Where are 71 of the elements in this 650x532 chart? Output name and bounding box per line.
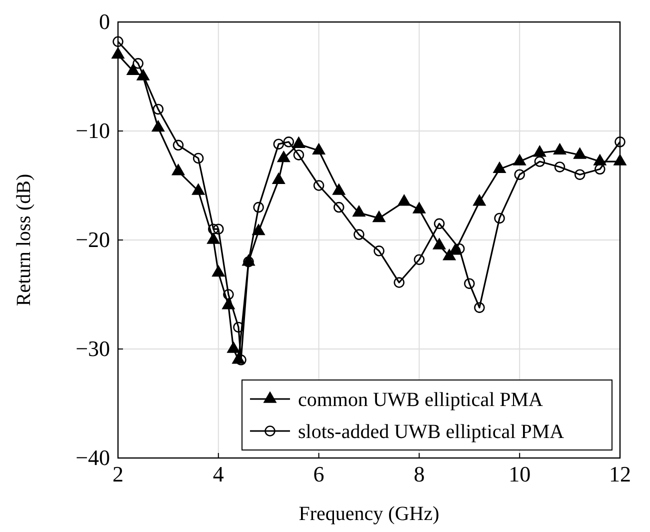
x-axis-title: Frequency (GHz) bbox=[298, 503, 440, 525]
point bbox=[192, 184, 205, 195]
point bbox=[223, 289, 234, 300]
point bbox=[277, 151, 290, 162]
point bbox=[313, 180, 324, 191]
point bbox=[513, 154, 526, 166]
point bbox=[414, 254, 425, 265]
point bbox=[574, 169, 586, 180]
point bbox=[272, 172, 285, 184]
point bbox=[473, 194, 486, 206]
point bbox=[132, 58, 144, 69]
point bbox=[432, 238, 446, 250]
point bbox=[494, 212, 505, 224]
point bbox=[152, 104, 164, 115]
point bbox=[212, 266, 225, 277]
x-tick-label: 8 bbox=[414, 462, 425, 487]
point bbox=[464, 278, 475, 289]
y-tick-label: 0 bbox=[99, 9, 110, 34]
point bbox=[192, 152, 204, 164]
point bbox=[398, 194, 410, 206]
point bbox=[352, 206, 366, 217]
y-axis-title: Return loss (dB) bbox=[13, 174, 35, 306]
point bbox=[152, 120, 164, 132]
point bbox=[236, 354, 246, 366]
point bbox=[614, 154, 626, 166]
point bbox=[574, 148, 586, 159]
point bbox=[312, 143, 326, 155]
point bbox=[227, 342, 240, 353]
x-tick-label: 12 bbox=[609, 462, 631, 487]
point bbox=[554, 162, 566, 172]
y-tick-label: −20 bbox=[76, 227, 110, 252]
x-tick-label: 10 bbox=[508, 462, 531, 487]
x-tick-label: 4 bbox=[212, 462, 224, 487]
point bbox=[493, 162, 506, 174]
legend-label: slots-added UWB elliptical PMA bbox=[298, 421, 565, 443]
point bbox=[112, 48, 124, 59]
point bbox=[474, 302, 485, 313]
point bbox=[207, 232, 220, 244]
point bbox=[372, 211, 386, 222]
point bbox=[172, 164, 185, 176]
point bbox=[534, 156, 546, 167]
point bbox=[614, 136, 626, 148]
point bbox=[533, 146, 546, 157]
point bbox=[172, 140, 184, 151]
x-tick-label: 6 bbox=[313, 462, 324, 487]
point bbox=[332, 184, 346, 195]
point bbox=[514, 169, 525, 180]
point bbox=[252, 224, 265, 236]
point bbox=[434, 218, 445, 230]
point bbox=[126, 64, 140, 75]
point bbox=[553, 143, 566, 155]
y-tick-label: −10 bbox=[76, 118, 110, 144]
point bbox=[253, 202, 264, 213]
y-tick-label: −30 bbox=[76, 336, 110, 362]
point bbox=[273, 138, 284, 150]
point bbox=[293, 150, 304, 160]
point bbox=[213, 224, 224, 234]
point bbox=[334, 202, 344, 213]
point bbox=[112, 36, 124, 47]
point bbox=[412, 202, 426, 214]
point bbox=[374, 246, 384, 256]
x-tick-label: 2 bbox=[112, 462, 124, 487]
point bbox=[283, 136, 294, 148]
y-tick-label: −40 bbox=[76, 445, 110, 470]
legend-label: common UWB elliptical PMA bbox=[298, 389, 544, 411]
point bbox=[292, 136, 306, 148]
point bbox=[208, 224, 219, 234]
point bbox=[233, 322, 244, 333]
point bbox=[354, 229, 364, 240]
point bbox=[394, 277, 404, 288]
point bbox=[594, 164, 606, 175]
